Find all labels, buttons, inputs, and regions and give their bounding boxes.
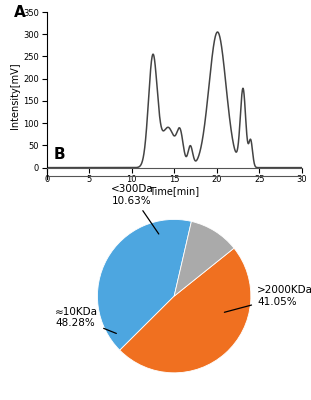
Text: A: A xyxy=(13,5,25,20)
Text: >2000KDa
41.05%: >2000KDa 41.05% xyxy=(225,285,311,312)
Wedge shape xyxy=(174,221,234,296)
Text: B: B xyxy=(53,146,65,162)
Y-axis label: Intensity[mV]: Intensity[mV] xyxy=(10,62,20,129)
Wedge shape xyxy=(120,248,251,373)
X-axis label: Time[min]: Time[min] xyxy=(149,186,199,196)
Wedge shape xyxy=(97,220,191,350)
Text: <300Da
10.63%: <300Da 10.63% xyxy=(111,184,159,234)
Text: ≈10KDa
48.28%: ≈10KDa 48.28% xyxy=(55,307,116,334)
